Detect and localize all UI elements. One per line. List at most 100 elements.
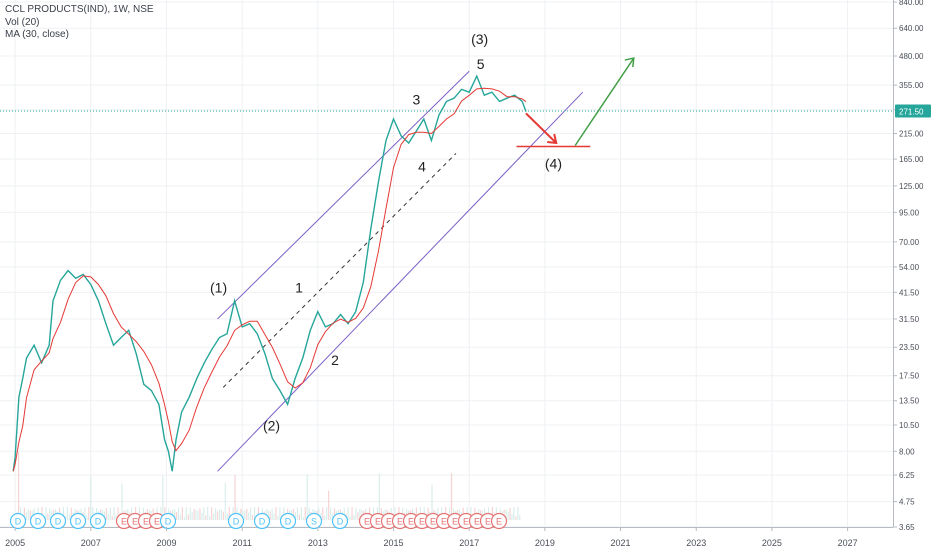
price-axis-label[interactable]: 640.00: [899, 24, 924, 33]
event-marker[interactable]: [253, 512, 271, 530]
projection-arrow-up[interactable]: [574, 57, 635, 146]
time-axis-label[interactable]: 2017: [459, 538, 479, 548]
price-axis-label[interactable]: 125.00: [899, 182, 924, 191]
price-axis-label[interactable]: 13.50: [899, 397, 920, 406]
volume-bar: [448, 507, 451, 520]
channel-line[interactable]: [217, 70, 470, 320]
event-marker-label[interactable]: D: [233, 517, 240, 527]
event-marker-label[interactable]: E: [430, 517, 436, 527]
last-price-badge[interactable]: [895, 104, 931, 118]
price-axis-label[interactable]: 4.75: [899, 498, 915, 507]
event-marker[interactable]: [29, 512, 47, 530]
channel-line[interactable]: [217, 91, 584, 472]
event-marker-label[interactable]: E: [441, 517, 447, 527]
time-axis-label[interactable]: 2005: [5, 538, 25, 548]
event-marker-label[interactable]: D: [285, 517, 292, 527]
event-marker-label[interactable]: D: [55, 517, 62, 527]
event-marker-label[interactable]: D: [95, 517, 102, 527]
price-axis-label[interactable]: 23.50: [899, 343, 920, 352]
volume-bar: [519, 514, 521, 520]
volume-bar: [253, 507, 256, 520]
channel-midline[interactable]: [222, 153, 457, 388]
wave-label[interactable]: 4: [418, 159, 426, 175]
wave-label[interactable]: 5: [477, 56, 485, 72]
event-marker[interactable]: [227, 512, 245, 530]
price-axis-label[interactable]: 31.50: [899, 315, 920, 324]
wave-label[interactable]: 3: [412, 92, 420, 108]
event-marker[interactable]: [279, 512, 297, 530]
price-axis-label[interactable]: 480.00: [899, 52, 924, 61]
event-marker-label[interactable]: E: [386, 517, 392, 527]
price-axis-label[interactable]: 3.65: [899, 523, 915, 532]
event-marker[interactable]: [9, 512, 27, 530]
price-axis-label[interactable]: 8.00: [899, 447, 915, 456]
event-marker[interactable]: [159, 512, 177, 530]
price-axis-label[interactable]: 165.00: [899, 155, 924, 164]
event-marker[interactable]: [305, 512, 323, 530]
event-marker[interactable]: [49, 512, 67, 530]
time-axis-label[interactable]: 2013: [308, 538, 328, 548]
event-marker-label[interactable]: E: [485, 517, 491, 527]
time-axis-label[interactable]: 2009: [156, 538, 176, 548]
time-axis-label[interactable]: 2027: [838, 538, 858, 548]
time-axis-label[interactable]: 2025: [762, 538, 782, 548]
price-axis-label[interactable]: 840.00: [899, 0, 924, 7]
event-marker-label[interactable]: E: [364, 517, 370, 527]
price-axis-panel[interactable]: [893, 0, 932, 550]
time-axis-label[interactable]: 2011: [232, 538, 251, 548]
event-marker-label[interactable]: D: [259, 517, 266, 527]
projection-arrow-down[interactable]: [525, 112, 557, 144]
event-marker-label[interactable]: E: [132, 517, 138, 527]
event-marker-label[interactable]: E: [496, 517, 502, 527]
time-axis-label[interactable]: 2019: [535, 538, 555, 548]
time-axis-label[interactable]: 2021: [611, 538, 631, 548]
event-marker-label[interactable]: D: [75, 517, 82, 527]
event-marker[interactable]: [89, 512, 107, 530]
event-marker-label[interactable]: D: [15, 517, 22, 527]
price-axis-label[interactable]: 70.00: [899, 238, 920, 247]
event-marker-label[interactable]: E: [397, 517, 403, 527]
volume-bar: [234, 474, 236, 520]
price-axis-label[interactable]: 6.25: [899, 471, 915, 480]
price-axis-label[interactable]: 54.00: [899, 263, 920, 272]
event-marker-label[interactable]: E: [474, 517, 480, 527]
wave-label[interactable]: 2: [331, 352, 339, 368]
event-marker-label[interactable]: E: [463, 517, 469, 527]
event-marker-label[interactable]: E: [143, 517, 149, 527]
event-marker-label[interactable]: E: [452, 517, 458, 527]
last-price-badge-label[interactable]: 271.50: [899, 108, 924, 117]
event-marker-label[interactable]: E: [419, 517, 425, 527]
event-marker-label[interactable]: D: [35, 517, 42, 527]
wave-label[interactable]: 1: [295, 279, 303, 295]
event-marker-label[interactable]: E: [408, 517, 414, 527]
event-marker-label[interactable]: E: [121, 517, 127, 527]
event-marker-label[interactable]: E: [375, 517, 381, 527]
moving-average-line[interactable]: [12, 87, 527, 472]
time-axis-label[interactable]: 2015: [384, 538, 404, 548]
moving-average-indicator-label[interactable]: MA (30, close): [5, 29, 69, 40]
price-axis-label[interactable]: 95.00: [899, 208, 920, 217]
event-marker-label[interactable]: E: [154, 517, 160, 527]
wave-label[interactable]: (1): [210, 279, 227, 295]
volume-indicator-label[interactable]: Vol (20): [5, 16, 40, 28]
price-axis-label[interactable]: 355.00: [899, 81, 924, 90]
event-marker-label[interactable]: S: [311, 517, 317, 527]
time-axis-label[interactable]: 2007: [81, 538, 101, 548]
price-line[interactable]: [12, 74, 527, 472]
event-marker[interactable]: [490, 512, 508, 530]
symbol-title[interactable]: CCL PRODUCTS(IND), 1W, NSE: [5, 4, 154, 15]
wave-label[interactable]: (3): [471, 31, 488, 47]
price-axis-label[interactable]: 215.00: [899, 130, 924, 139]
price-axis-label[interactable]: 41.50: [899, 288, 920, 297]
price-axis-label[interactable]: 17.50: [899, 372, 920, 381]
event-marker-label[interactable]: D: [337, 517, 344, 527]
wave-label[interactable]: (2): [263, 418, 280, 434]
wave-label[interactable]: (4): [545, 155, 562, 171]
event-marker[interactable]: [69, 512, 87, 530]
event-marker[interactable]: [331, 512, 349, 530]
price-axis-label[interactable]: 10.50: [899, 421, 920, 430]
time-axis-label[interactable]: 2023: [686, 538, 706, 548]
event-marker-label[interactable]: D: [165, 517, 172, 527]
